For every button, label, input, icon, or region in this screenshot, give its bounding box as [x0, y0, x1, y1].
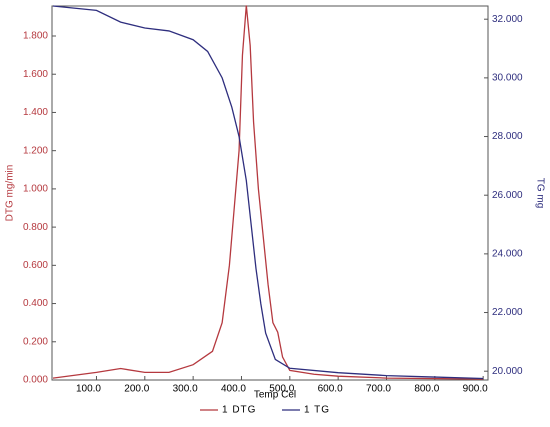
y2-axis-label: TG mg [534, 178, 545, 209]
x-tick-label: 700.0 [366, 384, 391, 395]
plot-frame [51, 5, 489, 381]
series-line [52, 5, 484, 380]
y-tick-label: 0.200 [23, 336, 48, 347]
y-axis-label: DTG mg/min [5, 165, 16, 222]
y-tick-label: 1.800 [23, 31, 48, 42]
y2-tick-label: 24.000 [492, 249, 523, 260]
x-tick-label: 300.0 [173, 384, 198, 395]
y-tick-label: 0.600 [23, 260, 48, 271]
x-tick-label: 400.0 [221, 384, 246, 395]
x-tick-label: 600.0 [318, 384, 343, 395]
x-axis-label: Temp Cel [254, 390, 296, 401]
y-tick-label: 1.000 [23, 184, 48, 195]
x-tick-label: 800.0 [414, 384, 439, 395]
series-line [52, 5, 484, 380]
y2-tick-label: 30.000 [492, 73, 523, 84]
x-tick-label: 500.0 [269, 384, 294, 395]
y-tick-label: 1.600 [23, 69, 48, 80]
y2-tick-label: 32.000 [492, 14, 523, 25]
y2-tick-label: 20.000 [492, 366, 523, 377]
x-tick-label: 200.0 [124, 384, 149, 395]
y2-tick-label: 28.000 [492, 131, 523, 142]
y-tick-label: 0.800 [23, 222, 48, 233]
y-tick-label: 1.400 [23, 107, 48, 118]
x-tick-label: 900.0 [463, 384, 488, 395]
x-tick-label: 100.0 [76, 384, 101, 395]
y2-tick-label: 22.000 [492, 307, 523, 318]
y-tick-label: 0.000 [23, 375, 48, 386]
legend-label: 1 TG [304, 405, 330, 416]
y2-tick-label: 26.000 [492, 190, 523, 201]
y-tick-label: 0.400 [23, 298, 48, 309]
y-tick-label: 1.200 [23, 145, 48, 156]
legend-label: 1 DTG [222, 405, 256, 416]
